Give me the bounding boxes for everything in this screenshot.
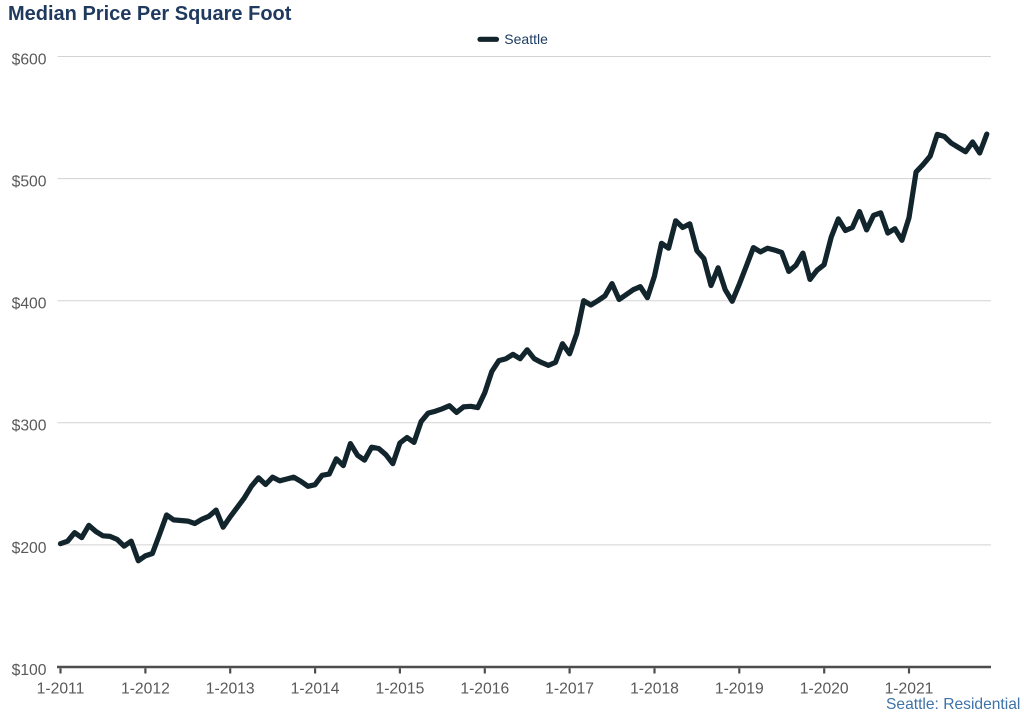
svg-text:1-2014: 1-2014 — [291, 680, 340, 697]
svg-text:Seattle: Seattle — [504, 31, 548, 47]
svg-text:1-2020: 1-2020 — [800, 680, 849, 697]
svg-text:$600: $600 — [12, 51, 47, 68]
svg-text:1-2015: 1-2015 — [375, 680, 424, 697]
svg-text:1-2019: 1-2019 — [715, 680, 764, 697]
svg-text:1-2018: 1-2018 — [630, 680, 679, 697]
svg-text:1-2011: 1-2011 — [37, 680, 85, 697]
svg-text:1-2012: 1-2012 — [121, 680, 170, 697]
svg-text:1-2013: 1-2013 — [206, 680, 255, 697]
svg-text:$300: $300 — [12, 418, 47, 435]
svg-text:$500: $500 — [12, 174, 47, 191]
svg-text:1-2016: 1-2016 — [460, 680, 509, 697]
svg-text:1-2021: 1-2021 — [885, 680, 934, 697]
svg-text:$100: $100 — [12, 662, 47, 679]
svg-text:$400: $400 — [12, 296, 47, 313]
svg-text:1-2017: 1-2017 — [545, 680, 594, 697]
svg-text:$200: $200 — [12, 540, 47, 557]
